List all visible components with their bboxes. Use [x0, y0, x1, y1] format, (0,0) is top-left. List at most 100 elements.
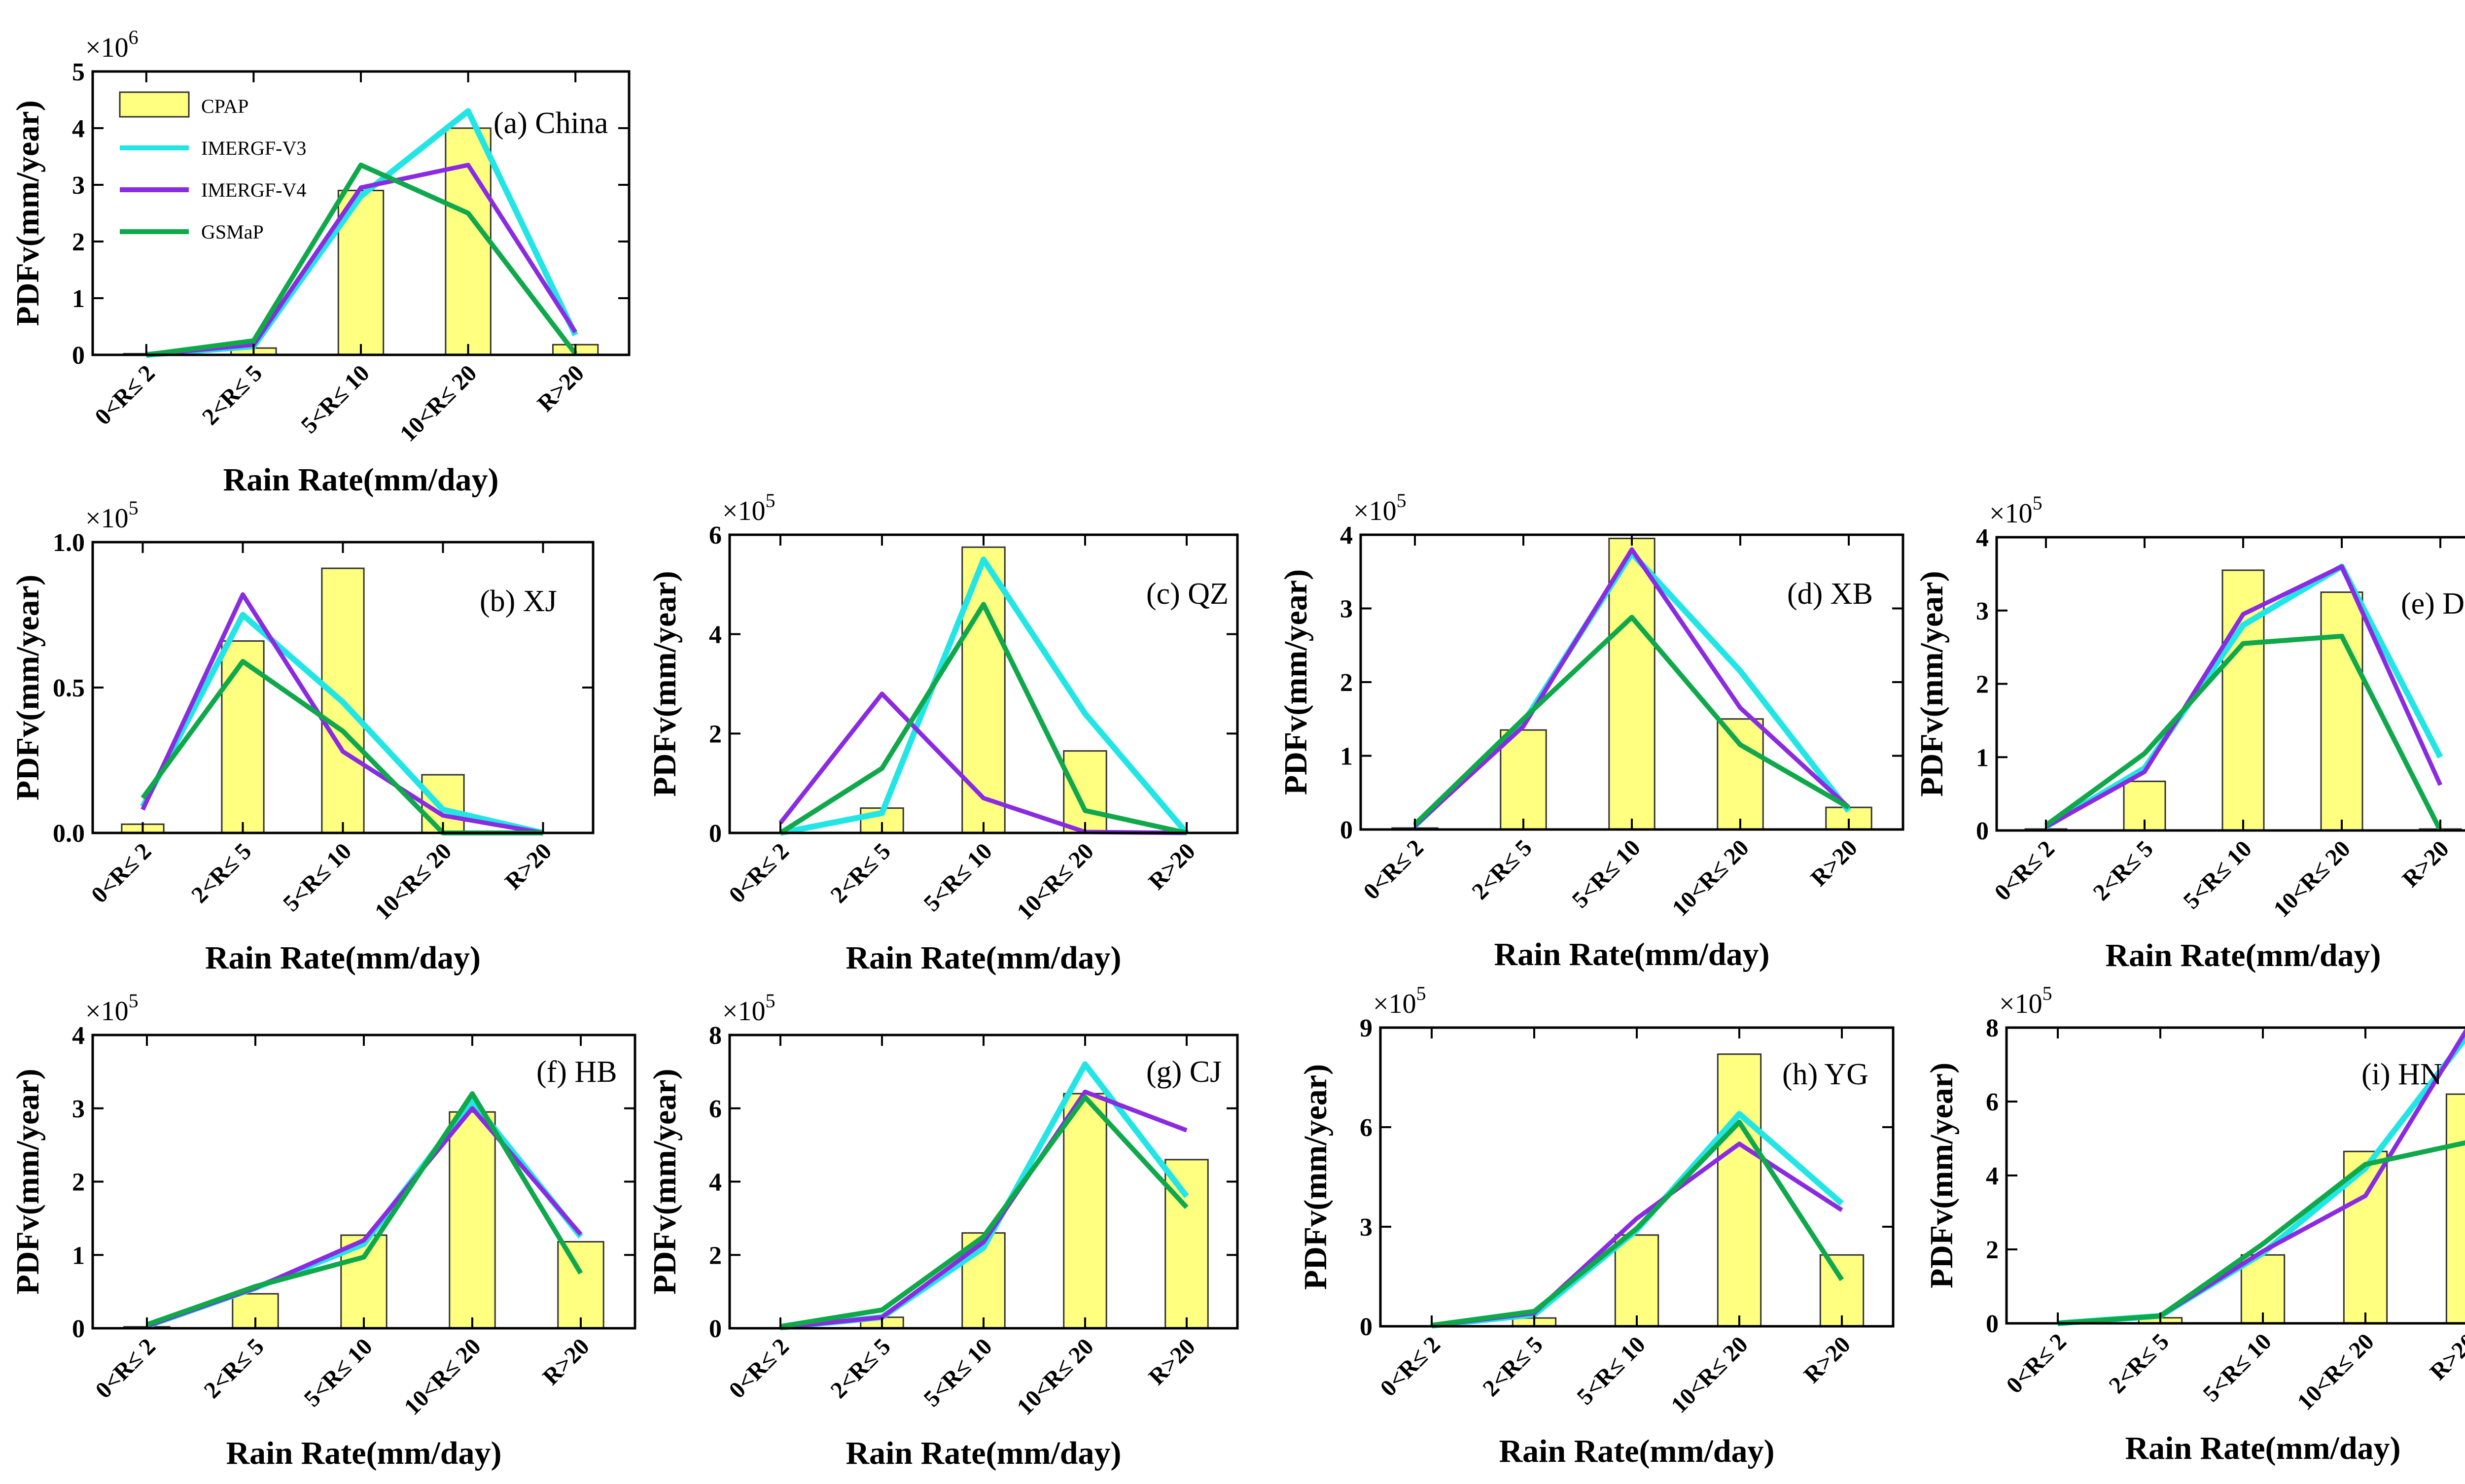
y-tick-label: 3	[1360, 1213, 1373, 1242]
panel-label: (b) XJ	[480, 585, 557, 618]
x-tick-label: 10<R≤ 20	[1012, 838, 1098, 925]
x-tick-label: 2<R≤ 5	[1478, 1331, 1548, 1401]
bar-cpap-4	[445, 127, 492, 356]
x-tick-label: 5<R≤ 10	[2198, 1328, 2276, 1407]
x-tick-label: R>20	[1799, 1331, 1856, 1388]
x-tick-label: 0<R≤ 2	[90, 360, 160, 430]
x-axis-label: Rain Rate(mm/day)	[845, 940, 1121, 976]
panel-6: 0 1 2 3 4 0<R≤ 2 2<R≤ 5 5<R≤ 10 10<R≤ 20 R>20 ×105…	[10, 990, 636, 1471]
panel-4: 0 1 2 3 4 0<R≤ 2 2<R≤ 5 5<R≤ 10 10<R≤ 20 R>20 ×105…	[1278, 489, 1904, 972]
y-axis-label: PDFv(mm/year)	[10, 100, 46, 326]
bar-cpap-3	[2240, 1254, 2286, 1324]
y-tick-label: 2	[709, 1242, 722, 1270]
panel-label: (f) HB	[536, 1055, 617, 1089]
panel-label: (a) China	[493, 106, 608, 140]
line-gsmap	[2057, 1140, 2465, 1326]
y-tick-label: 0	[709, 820, 722, 848]
legend-label-gsmap: GSMaP	[201, 221, 264, 243]
y-multiplier: ×105	[85, 990, 139, 1027]
y-tick-label: 2	[72, 1169, 85, 1197]
y-tick-label: 4	[72, 1022, 85, 1050]
line-gsmap	[2044, 633, 2443, 832]
y-tick-label: 6	[709, 1095, 722, 1123]
y-tick-label: 2	[709, 720, 722, 748]
x-tick-label: 5<R≤ 10	[1572, 1331, 1650, 1410]
line-imergf-v3	[140, 612, 544, 836]
x-tick-label: 10<R≤ 20	[395, 360, 482, 447]
y-tick-label: 6	[709, 521, 722, 550]
panel-5: 0 1 2 3 4 0<R≤ 2 2<R≤ 5 5<R≤ 10 10<R≤ 20 R>20 ×105…	[1914, 492, 2465, 973]
y-axis-label: PDFv(mm/year)	[647, 571, 683, 796]
bar-cpap-4	[2320, 591, 2363, 831]
line-gsmap	[1413, 615, 1850, 827]
line-gsmap	[1431, 1119, 1844, 1328]
panel-9: 0 2 4 6 8 0<R≤ 2 2<R≤ 5 5<R≤ 10 10<R≤ 20 R>20 ×105…	[1924, 982, 2465, 1466]
x-tick-label: 0<R≤ 2	[1989, 835, 2059, 905]
legend-label-imergf-v3: IMERGF-V3	[201, 137, 306, 159]
x-tick-label: 0<R≤ 2	[90, 1333, 160, 1403]
x-tick-label: 2<R≤ 5	[197, 360, 267, 430]
x-tick-label: 0<R≤ 2	[1358, 834, 1428, 904]
y-axis-label: PDFv(mm/year)	[10, 1069, 46, 1294]
x-tick-label: 0<R≤ 2	[724, 1333, 794, 1403]
line-imergf-v3	[779, 556, 1189, 836]
x-tick-label: 5<R≤ 10	[2178, 835, 2256, 914]
y-tick-label: 4	[709, 621, 722, 649]
x-tick-label: 5<R≤ 10	[918, 838, 997, 916]
y-tick-label: 3	[72, 172, 85, 200]
y-axis-label: PDFv(mm/year)	[10, 575, 46, 800]
y-tick-label: 3	[72, 1095, 85, 1123]
x-tick-label: 10<R≤ 20	[1012, 1333, 1098, 1420]
x-tick-label: R>20	[532, 360, 589, 416]
y-tick-label: 1	[72, 1242, 85, 1270]
bar-cpap-4	[1717, 1053, 1762, 1327]
y-tick-label: 2	[72, 228, 85, 256]
legend-swatch-cpap	[119, 91, 190, 118]
y-tick-label: 0	[1986, 1310, 1999, 1338]
x-axis-label: Rain Rate(mm/day)	[205, 940, 481, 976]
panel-label: (d) XB	[1787, 577, 1873, 611]
x-axis-label: Rain Rate(mm/day)	[1499, 1433, 1774, 1469]
y-tick-label: 0	[1340, 816, 1353, 844]
panel-2: 0.0 0.5 1.0 0<R≤ 2 2<R≤ 5 5<R≤ 10 10<R≤ 20 R>20…	[10, 497, 595, 976]
line-gsmap	[146, 1091, 583, 1327]
x-tick-label: 5<R≤ 10	[1567, 834, 1645, 913]
y-axis-label: PDFv(mm/year)	[1278, 569, 1314, 795]
x-tick-label: 0<R≤ 2	[2001, 1328, 2071, 1398]
bar-cpap-5	[2445, 1093, 2465, 1324]
bar-cpap-5	[557, 1241, 604, 1329]
y-tick-label: 5	[72, 58, 85, 86]
x-tick-label: 5<R≤ 10	[918, 1333, 997, 1412]
panel-3: 0 2 4 6 0<R≤ 2 2<R≤ 5 5<R≤ 10 10<R≤ 20 R>20 ×105 R…	[647, 489, 1239, 976]
y-tick-label: 6	[1360, 1114, 1373, 1142]
y-tick-label: 1	[72, 285, 85, 313]
y-tick-label: 0	[72, 1315, 85, 1343]
x-tick-label: 2<R≤ 5	[186, 838, 256, 908]
y-tick-label: 4	[1340, 521, 1353, 550]
x-tick-label: R>20	[1806, 834, 1863, 891]
x-tick-label: R>20	[1144, 838, 1200, 895]
y-tick-label: 6	[1986, 1088, 1999, 1116]
y-multiplier: ×105	[722, 990, 775, 1027]
bar-cpap-2	[1500, 729, 1547, 830]
y-tick-label: 9	[1360, 1014, 1373, 1042]
x-tick-label: 10<R≤ 20	[2292, 1328, 2379, 1415]
legend-label-cpap: CPAP	[201, 95, 248, 117]
bar-cpap-3	[1614, 1234, 1659, 1327]
y-tick-label: 0	[709, 1315, 722, 1343]
y-tick-label: 0.0	[53, 820, 85, 848]
y-tick-label: 0.5	[53, 674, 85, 702]
x-tick-label: 2<R≤ 5	[2088, 835, 2158, 905]
y-tick-label: 1	[1340, 743, 1353, 771]
y-tick-label: 1.0	[53, 529, 85, 557]
x-tick-label: 5<R≤ 10	[278, 838, 356, 916]
y-multiplier: ×105	[722, 489, 775, 526]
x-tick-label: R>20	[2425, 1328, 2465, 1385]
y-tick-label: 2	[1986, 1236, 1999, 1264]
line-imergf-v4	[780, 1089, 1188, 1330]
y-axis-label: PDFv(mm/year)	[647, 1069, 683, 1294]
y-tick-label: 8	[1986, 1014, 1999, 1042]
y-tick-label: 0	[72, 342, 85, 370]
line-gsmap	[146, 162, 578, 357]
